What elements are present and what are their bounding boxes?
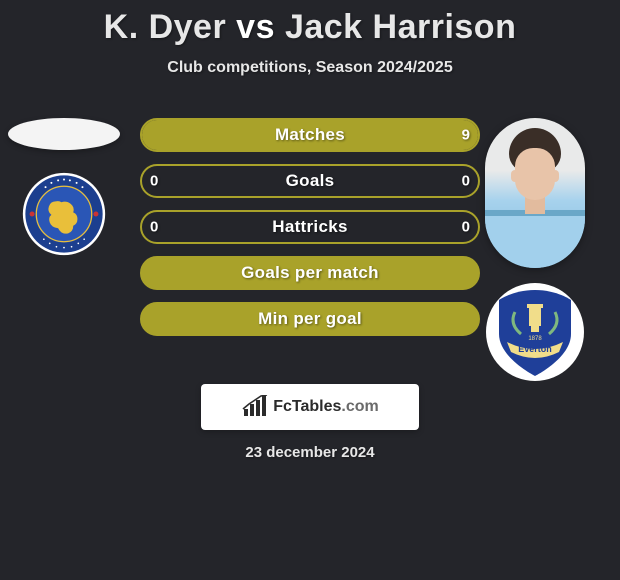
stat-row-goals: 0 Goals 0 — [140, 164, 480, 198]
title-vs: vs — [236, 8, 275, 46]
stat-left-hattricks: 0 — [150, 219, 158, 236]
stat-right-goals: 0 — [462, 173, 470, 190]
stat-row-matches: Matches 9 — [140, 118, 480, 152]
player-photo-left-placeholder — [8, 118, 120, 150]
stat-row-mpg: Min per goal — [140, 302, 480, 336]
left-player-column — [4, 118, 124, 256]
stat-right-hattricks: 0 — [462, 219, 470, 236]
stat-label-hattricks: Hattricks — [272, 217, 347, 237]
club-crest-everton: Everton 1878 — [485, 282, 585, 382]
everton-crest-icon: Everton 1878 — [485, 282, 585, 382]
player-photo-right — [485, 118, 585, 268]
subtitle: Club competitions, Season 2024/2025 — [0, 59, 620, 77]
club-crest-chelsea — [22, 172, 106, 256]
title-player-left: K. Dyer — [104, 8, 227, 46]
svg-text:1878: 1878 — [528, 336, 542, 342]
date-line: 23 december 2024 — [0, 444, 620, 461]
page-title: K. Dyer vs Jack Harrison — [0, 0, 620, 47]
credit-domain: .com — [341, 398, 378, 415]
credit-text: FcTables.com — [273, 398, 379, 416]
right-player-column: Everton 1878 — [480, 118, 590, 382]
everton-crest-text: Everton — [518, 344, 552, 354]
comparison-bars: Matches 9 0 Goals 0 0 Hattricks 0 Goals … — [140, 118, 480, 348]
stat-label-goals: Goals — [286, 171, 335, 191]
stat-left-goals: 0 — [150, 173, 158, 190]
stat-label-gpm: Goals per match — [241, 263, 379, 283]
stat-label-mpg: Min per goal — [258, 309, 362, 329]
stat-row-hattricks: 0 Hattricks 0 — [140, 210, 480, 244]
stat-right-matches: 9 — [462, 127, 470, 144]
credit-box: FcTables.com — [201, 384, 419, 430]
credit-brand-bold: Fc — [273, 398, 292, 415]
chelsea-crest-icon — [22, 172, 106, 256]
stat-label-matches: Matches — [275, 125, 345, 145]
stat-row-gpm: Goals per match — [140, 256, 480, 290]
title-player-right: Jack Harrison — [285, 8, 516, 46]
credit-brand-rest: Tables — [292, 398, 342, 415]
bar-chart-icon — [241, 395, 269, 419]
